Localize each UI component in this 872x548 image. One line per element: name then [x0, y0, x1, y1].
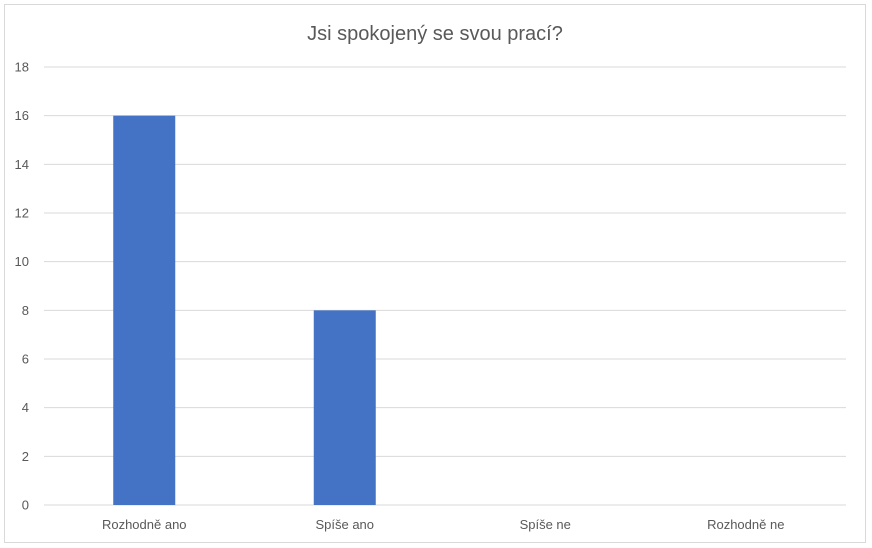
y-tick-label: 18: [15, 60, 29, 75]
y-tick-label: 12: [15, 206, 29, 221]
y-tick-label: 8: [22, 303, 29, 318]
bar: [113, 115, 176, 506]
bar: [313, 310, 376, 505]
y-tick-label: 16: [15, 108, 29, 123]
y-tick-label: 0: [22, 498, 29, 513]
y-axis-ticks: 0 2 4 6 8 10 12 14 16 18: [15, 60, 29, 513]
gridlines: [44, 66, 846, 506]
x-tick-label: Spíše ano: [315, 517, 374, 532]
y-tick-label: 10: [15, 254, 29, 269]
chart-title: Jsi spokojený se svou prací?: [307, 23, 563, 45]
x-axis-ticks: Rozhodně ano Spíše ano Spíše ne Rozhodně ne: [102, 517, 784, 532]
bars: [113, 115, 376, 506]
y-tick-label: 14: [15, 157, 29, 172]
x-tick-label: Spíše ne: [520, 517, 571, 532]
y-tick-label: 6: [22, 352, 29, 367]
x-tick-label: Rozhodně ne: [707, 517, 784, 532]
y-tick-label: 2: [22, 449, 29, 464]
y-tick-label: 4: [22, 400, 29, 415]
x-tick-label: Rozhodně ano: [102, 517, 187, 532]
